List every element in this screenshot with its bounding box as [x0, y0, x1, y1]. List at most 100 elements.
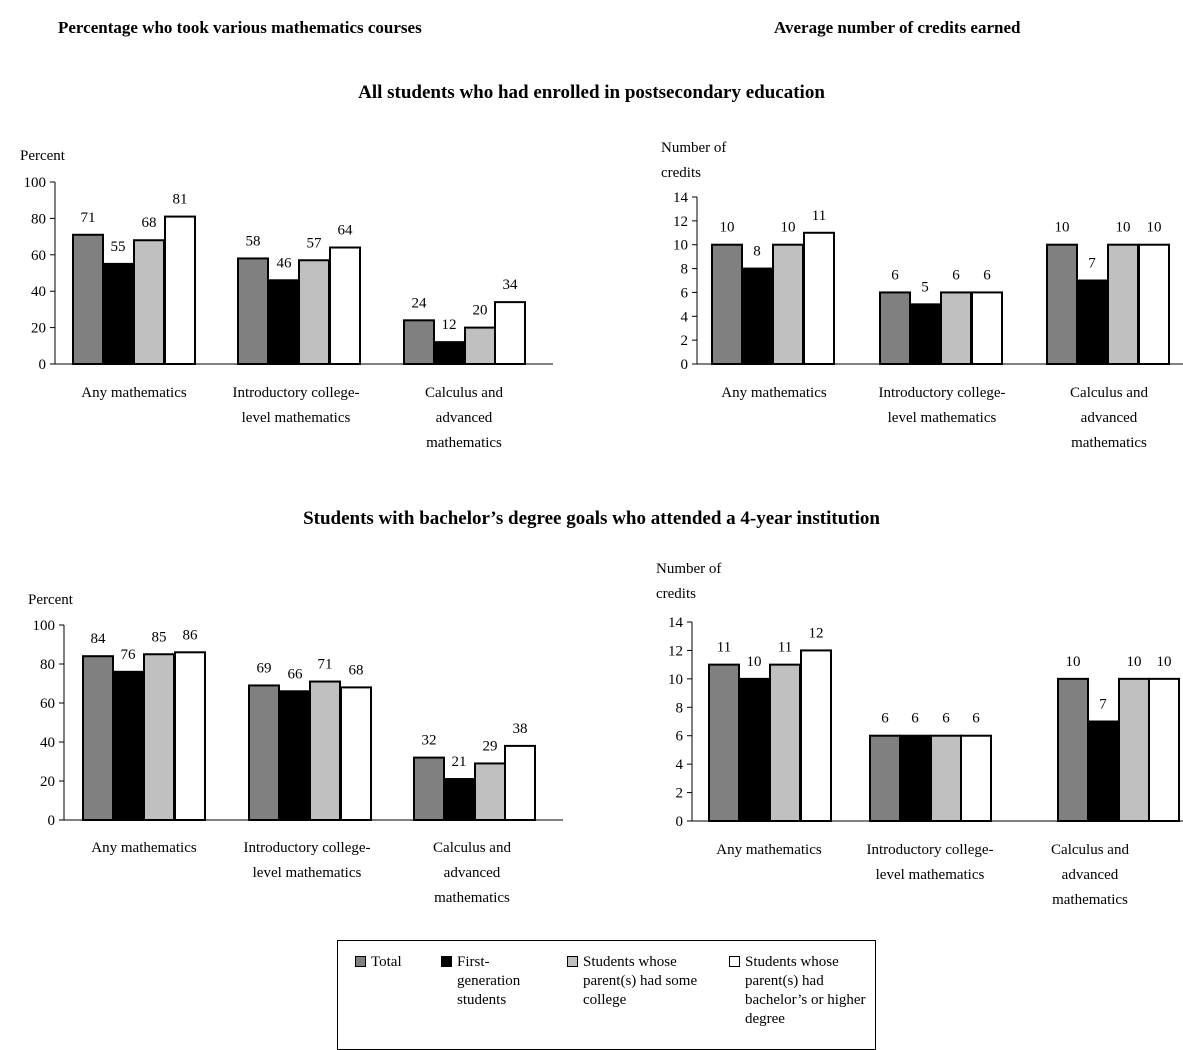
bar-value-label-1-0-1: 8	[753, 244, 761, 260]
bar-0-1-2	[298, 259, 330, 366]
bar-value-label-3-0-2: 11	[778, 640, 792, 656]
bar-value-label-2-1-0: 69	[257, 660, 272, 676]
bar-2-1-3	[340, 686, 372, 822]
bar-1-0-0	[711, 243, 743, 365]
y-tick-label-3-2: 2	[676, 786, 684, 802]
bar-3-2-1	[1087, 720, 1119, 822]
bar-1-1-3	[971, 291, 1003, 365]
bar-value-label-3-2-2: 10	[1127, 654, 1142, 670]
y-tick-label-3-12: 12	[668, 643, 683, 659]
bar-2-1-2	[309, 680, 341, 821]
bar-2-0-2	[143, 653, 175, 821]
y-tick-label-3-4: 4	[676, 757, 684, 773]
y-tick-label-3-10: 10	[668, 672, 683, 688]
category-label-1-1-line-1: level mathematics	[888, 410, 997, 426]
bar-value-label-1-1-3: 6	[983, 267, 991, 283]
bar-value-label-0-2-0: 24	[412, 295, 428, 311]
bar-value-label-2-2-2: 29	[483, 738, 498, 754]
category-label-1-0-line-0: Any mathematics	[721, 385, 827, 401]
category-label-0-2-line-2: mathematics	[426, 435, 502, 451]
bar-value-label-2-0-0: 84	[91, 631, 107, 647]
category-label-0-2-line-0: Calculus and	[425, 385, 503, 401]
bar-0-2-1	[433, 341, 465, 366]
bar-value-label-3-1-2: 6	[942, 711, 950, 727]
y-tick-label-3-6: 6	[676, 729, 684, 745]
category-label-1-1-line-0: Introductory college-	[878, 385, 1005, 401]
y-tick-label-3-8: 8	[676, 700, 684, 716]
bar-3-2-2	[1118, 677, 1150, 822]
bar-1-2-3	[1138, 243, 1170, 365]
header-credits: Average number of credits earned	[774, 18, 1021, 37]
legend-label-first-generation: First-generation students	[457, 954, 521, 1008]
legend-label-some-college: Students whose parent(s) had some colleg…	[583, 954, 698, 1008]
bar-value-label-2-1-3: 68	[349, 662, 364, 678]
bar-1-2-0	[1046, 243, 1078, 365]
y-tick-label-0-0: 0	[39, 357, 47, 373]
bar-0-0-3	[164, 215, 196, 365]
y-tick-label-2-40: 40	[40, 735, 55, 751]
section-title-all-students: All students who had enrolled in postsec…	[358, 82, 825, 103]
bar-3-2-3	[1148, 677, 1180, 822]
bar-value-label-3-1-1: 6	[911, 711, 919, 727]
legend-swatch-bachelors	[729, 956, 740, 967]
bar-value-label-1-2-2: 10	[1116, 220, 1131, 236]
y-tick-label-2-20: 20	[40, 774, 55, 790]
category-label-1-2-line-1: advanced	[1081, 410, 1138, 426]
bar-2-2-2	[474, 762, 506, 822]
y-tick-label-0-60: 60	[31, 248, 46, 264]
category-label-3-1-line-0: Introductory college-	[866, 842, 993, 858]
bar-value-label-2-0-2: 85	[152, 629, 167, 645]
category-label-2-0-line-0: Any mathematics	[91, 840, 197, 856]
category-label-2-2-line-0: Calculus and	[433, 840, 511, 856]
section-title-bachelors-goals: Students with bachelor’s degree goals wh…	[303, 508, 880, 529]
bar-value-label-2-2-3: 38	[513, 721, 528, 737]
bar-2-0-3	[174, 651, 206, 821]
bar-value-label-3-1-0: 6	[881, 711, 889, 727]
y-tick-label-2-0: 0	[48, 813, 56, 829]
bar-value-label-3-2-1: 7	[1099, 697, 1107, 713]
legend-swatch-some-college	[567, 956, 578, 967]
category-label-0-1-line-1: level mathematics	[242, 410, 351, 426]
bar-value-label-0-2-1: 12	[442, 317, 457, 333]
y-tick-label-1-10: 10	[673, 238, 688, 254]
bar-value-label-0-0-0: 71	[81, 210, 96, 226]
bar-value-label-2-2-0: 32	[422, 733, 437, 749]
bar-0-0-2	[133, 239, 165, 366]
legend-label-total: Total	[371, 954, 402, 970]
bar-2-2-3	[504, 744, 536, 822]
y-tick-label-1-6: 6	[681, 285, 689, 301]
bar-2-0-0	[82, 655, 114, 822]
bar-value-label-1-1-2: 6	[952, 267, 960, 283]
y-tick-label-0-100: 100	[24, 175, 47, 191]
bar-value-label-0-0-1: 55	[111, 239, 126, 255]
bar-3-1-3	[960, 734, 992, 823]
category-label-0-0-line-0: Any mathematics	[81, 385, 187, 401]
y-tick-label-1-4: 4	[681, 309, 689, 325]
y-tick-label-1-2: 2	[681, 333, 689, 349]
bar-2-0-1	[112, 670, 144, 821]
bar-value-label-2-1-1: 66	[288, 666, 304, 682]
bar-value-label-0-1-3: 64	[338, 223, 354, 239]
bar-value-label-0-2-2: 20	[473, 303, 488, 319]
bar-value-label-2-0-1: 76	[121, 647, 137, 663]
category-label-3-2-line-0: Calculus and	[1051, 842, 1129, 858]
bar-value-label-3-2-3: 10	[1157, 654, 1172, 670]
bar-0-1-3	[329, 246, 361, 366]
header-percentage: Percentage who took various mathematics …	[58, 18, 422, 37]
bar-value-label-2-1-2: 71	[318, 657, 333, 673]
y-tick-label-0-20: 20	[31, 321, 46, 337]
bar-1-1-1	[909, 303, 941, 366]
bar-value-label-3-2-0: 10	[1066, 654, 1081, 670]
bar-1-2-2	[1107, 243, 1139, 365]
category-label-3-2-line-1: advanced	[1062, 867, 1119, 883]
bar-0-1-1	[268, 279, 300, 365]
legend: Total First-generation students Students…	[337, 940, 876, 1050]
y-tick-label-1-14: 14	[673, 190, 689, 206]
y-tick-label-0-40: 40	[31, 284, 46, 300]
bar-value-label-3-0-0: 11	[717, 640, 731, 656]
bar-value-label-1-2-1: 7	[1088, 256, 1096, 272]
bar-value-label-2-2-1: 21	[452, 754, 467, 770]
bar-3-0-2	[769, 663, 801, 823]
bar-3-2-0	[1057, 677, 1089, 822]
